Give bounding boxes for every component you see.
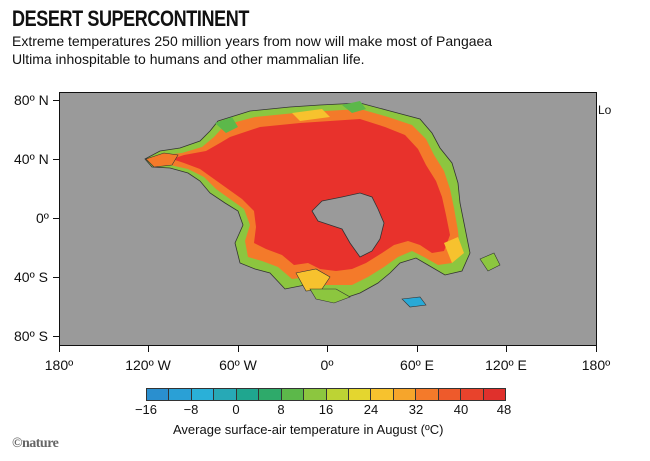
lon-tick (596, 346, 597, 352)
lon-label-120e: 120º E (485, 357, 527, 373)
colorbar-swatch (169, 389, 192, 400)
lat-label-80n: 80º N (14, 92, 49, 108)
western-peninsula (145, 152, 179, 168)
lon-label-0: 0º (320, 357, 334, 373)
lon-label-60w: 60º W (219, 357, 257, 373)
lon-label-120w: 120º W (125, 357, 171, 373)
lat-tick (53, 100, 59, 101)
colorbar-swatch (236, 389, 260, 400)
colorbar-tick: 16 (318, 402, 334, 417)
page-title: DESERT SUPERCONTINENT (12, 6, 249, 31)
colorbar (146, 388, 506, 401)
south-island (295, 268, 331, 292)
colorbar-swatch (214, 389, 237, 400)
colorbar-swatch (371, 389, 394, 400)
lon-label-180w: 180º (44, 357, 74, 373)
colorbar-tick: −16 (134, 402, 158, 417)
colorbar-swatch (191, 389, 215, 400)
lon-label-180e: 180º (581, 357, 611, 373)
colorbar-swatch (259, 389, 282, 400)
side-label: Lo (598, 103, 612, 117)
lat-tick (53, 277, 59, 278)
lon-tick (327, 346, 328, 352)
east-island (479, 252, 501, 272)
colorbar-swatch (304, 389, 327, 400)
colorbar-tick: 48 (496, 402, 512, 417)
map-panel (59, 92, 597, 346)
colorbar-swatch (483, 389, 505, 400)
lon-label-60e: 60º E (400, 357, 434, 373)
south-island-cold (401, 296, 427, 308)
lon-tick (506, 346, 507, 352)
nature-logo: ©nature (12, 436, 59, 451)
colorbar-tick: 0 (232, 402, 240, 417)
colorbar-caption: Average surface-air temperature in Augus… (173, 422, 444, 437)
north-cool-patch (215, 117, 238, 133)
lat-label-80s: 80º S (14, 328, 48, 344)
lon-tick (59, 346, 60, 352)
east-coast-mild (444, 237, 464, 263)
lat-tick (53, 336, 59, 337)
north-mild-patch (292, 109, 330, 121)
subtitle: Extreme temperatures 250 million years f… (12, 33, 493, 67)
lon-tick (148, 346, 149, 352)
colorbar-swatch (326, 389, 349, 400)
colorbar-swatch (393, 389, 417, 400)
colorbar-tick: 40 (453, 402, 469, 417)
colorbar-swatch (147, 389, 170, 400)
inland-sea (311, 192, 385, 258)
colorbar-swatch (461, 389, 484, 400)
colorbar-swatch (281, 389, 305, 400)
colorbar-swatch (438, 389, 462, 400)
lat-label-0: 0º (36, 210, 49, 226)
south-island (309, 288, 351, 304)
lat-label-40s: 40º S (14, 269, 48, 285)
colorbar-tick: 24 (363, 402, 379, 417)
colorbar-swatch (348, 389, 372, 400)
colorbar-tick: 8 (277, 402, 285, 417)
lon-tick (417, 346, 418, 352)
lat-tick (53, 218, 59, 219)
lon-tick (238, 346, 239, 352)
colorbar-tick: −8 (183, 402, 199, 417)
lat-label-40n: 40º N (14, 151, 49, 167)
temperature-map (60, 93, 596, 345)
north-cool-patch (342, 101, 366, 113)
colorbar-swatch (416, 389, 439, 400)
lat-tick (53, 159, 59, 160)
colorbar-tick: 32 (408, 402, 424, 417)
